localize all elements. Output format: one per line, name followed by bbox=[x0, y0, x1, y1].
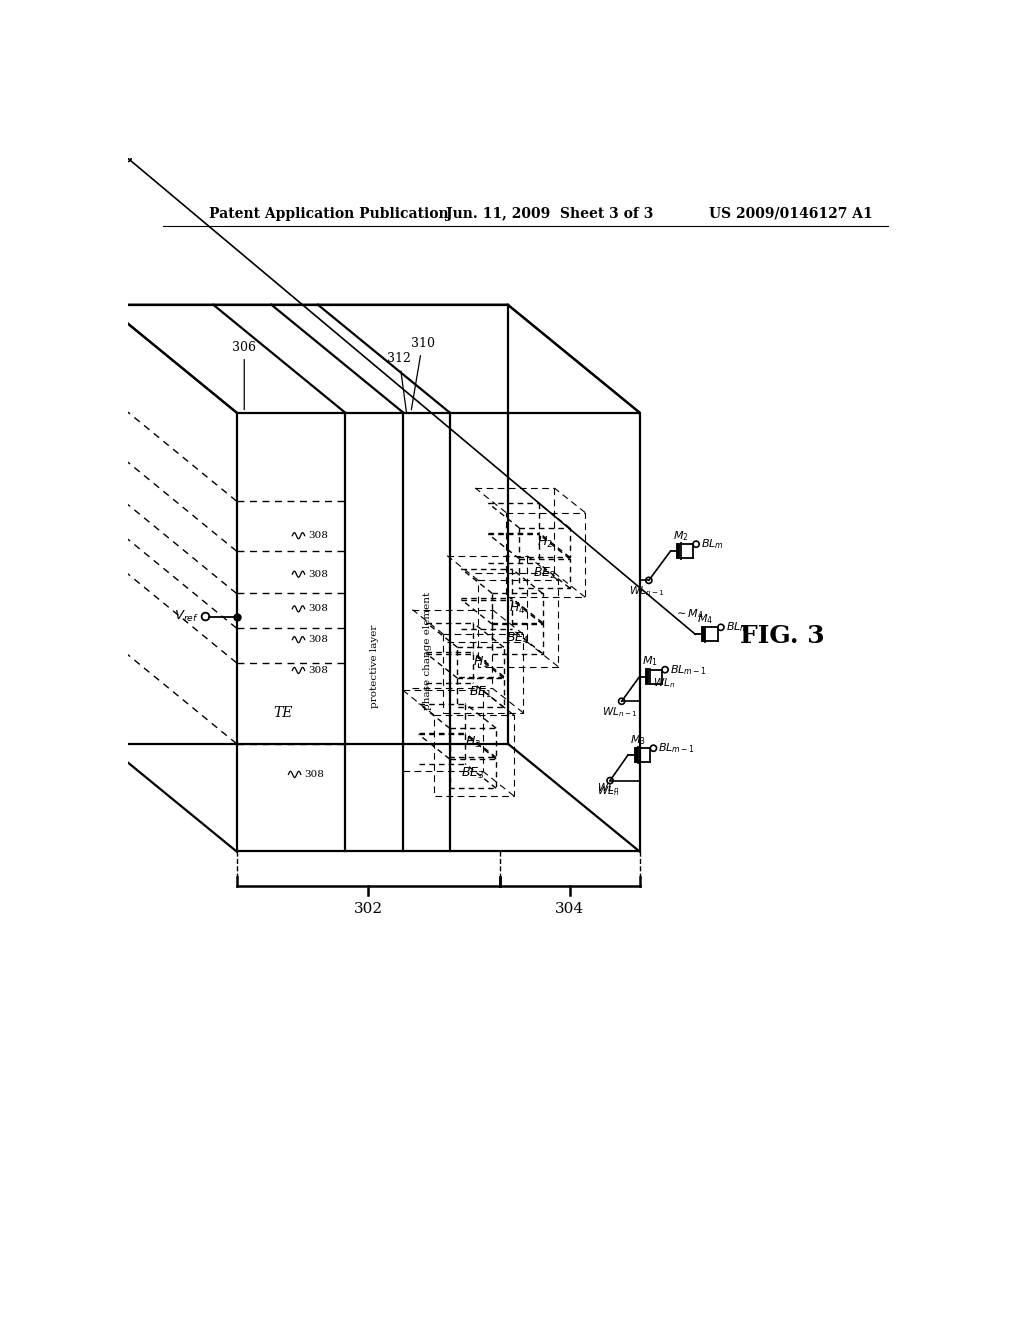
Text: 308: 308 bbox=[308, 667, 328, 675]
Text: 302: 302 bbox=[353, 902, 383, 916]
Text: 306: 306 bbox=[232, 341, 256, 409]
Text: $H_2$: $H_2$ bbox=[537, 535, 553, 550]
Text: 308: 308 bbox=[304, 770, 324, 779]
Text: $M_1$: $M_1$ bbox=[642, 655, 657, 668]
Text: $M_3$: $M_3$ bbox=[630, 733, 646, 747]
Text: $WL_n$: $WL_n$ bbox=[653, 676, 676, 689]
Text: TE: TE bbox=[273, 706, 293, 719]
Text: 308: 308 bbox=[308, 635, 328, 644]
Text: Jun. 11, 2009  Sheet 3 of 3: Jun. 11, 2009 Sheet 3 of 3 bbox=[445, 207, 653, 220]
Text: $H_4$: $H_4$ bbox=[509, 601, 525, 615]
Text: $\sim M_4$: $\sim M_4$ bbox=[674, 607, 705, 622]
Text: phase change element: phase change element bbox=[423, 593, 432, 710]
Text: $BE_3$: $BE_3$ bbox=[461, 766, 484, 781]
Text: $BL_{m-1}$: $BL_{m-1}$ bbox=[658, 742, 695, 755]
Text: 308: 308 bbox=[308, 570, 328, 578]
Text: $BL_{m-1}$: $BL_{m-1}$ bbox=[670, 663, 707, 677]
Text: $H_3$: $H_3$ bbox=[465, 735, 481, 750]
Text: Patent Application Publication: Patent Application Publication bbox=[209, 207, 449, 220]
Text: $BL_m$: $BL_m$ bbox=[700, 537, 724, 550]
Text: $M_2$: $M_2$ bbox=[673, 529, 688, 543]
Text: protective layer: protective layer bbox=[370, 624, 379, 709]
Text: $M_4$: $M_4$ bbox=[697, 612, 714, 626]
Text: $BE_4$: $BE_4$ bbox=[506, 631, 529, 647]
Text: $WL_n$: $WL_n$ bbox=[597, 781, 618, 795]
Text: $BE_1$: $BE_1$ bbox=[469, 685, 493, 701]
Text: $BL_m$: $BL_m$ bbox=[726, 620, 749, 634]
Text: 310: 310 bbox=[411, 337, 434, 409]
Text: FIG. 3: FIG. 3 bbox=[740, 624, 825, 648]
Text: $WL_n$: $WL_n$ bbox=[597, 784, 618, 799]
Text: $H_1$: $H_1$ bbox=[472, 655, 488, 669]
Text: 308: 308 bbox=[308, 605, 328, 614]
Text: $WL_{n-1}$: $WL_{n-1}$ bbox=[601, 705, 637, 719]
Text: 312: 312 bbox=[387, 352, 412, 413]
Text: 304: 304 bbox=[555, 902, 585, 916]
Text: $V_{ref}$: $V_{ref}$ bbox=[174, 609, 200, 624]
Text: $WL_{n-1}$: $WL_{n-1}$ bbox=[629, 585, 665, 598]
Text: 308: 308 bbox=[308, 531, 328, 540]
Text: $BE_2$: $BE_2$ bbox=[534, 566, 556, 581]
Text: US 2009/0146127 A1: US 2009/0146127 A1 bbox=[710, 207, 873, 220]
